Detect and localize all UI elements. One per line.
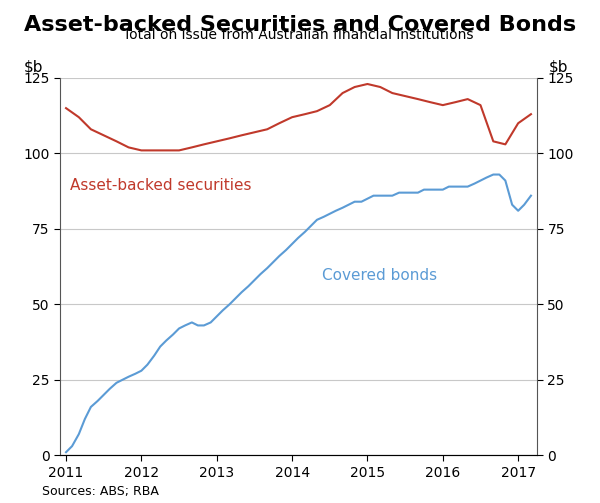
Text: Asset-backed securities: Asset-backed securities [70, 178, 251, 193]
Text: $b: $b [24, 59, 44, 74]
Text: Covered bonds: Covered bonds [322, 268, 437, 283]
Title: Total on issue from Australian financial institutions: Total on issue from Australian financial… [123, 28, 474, 42]
Text: $b: $b [548, 59, 568, 74]
Text: Sources: ABS; RBA: Sources: ABS; RBA [42, 485, 159, 498]
Text: Asset-backed Securities and Covered Bonds: Asset-backed Securities and Covered Bond… [24, 15, 576, 35]
